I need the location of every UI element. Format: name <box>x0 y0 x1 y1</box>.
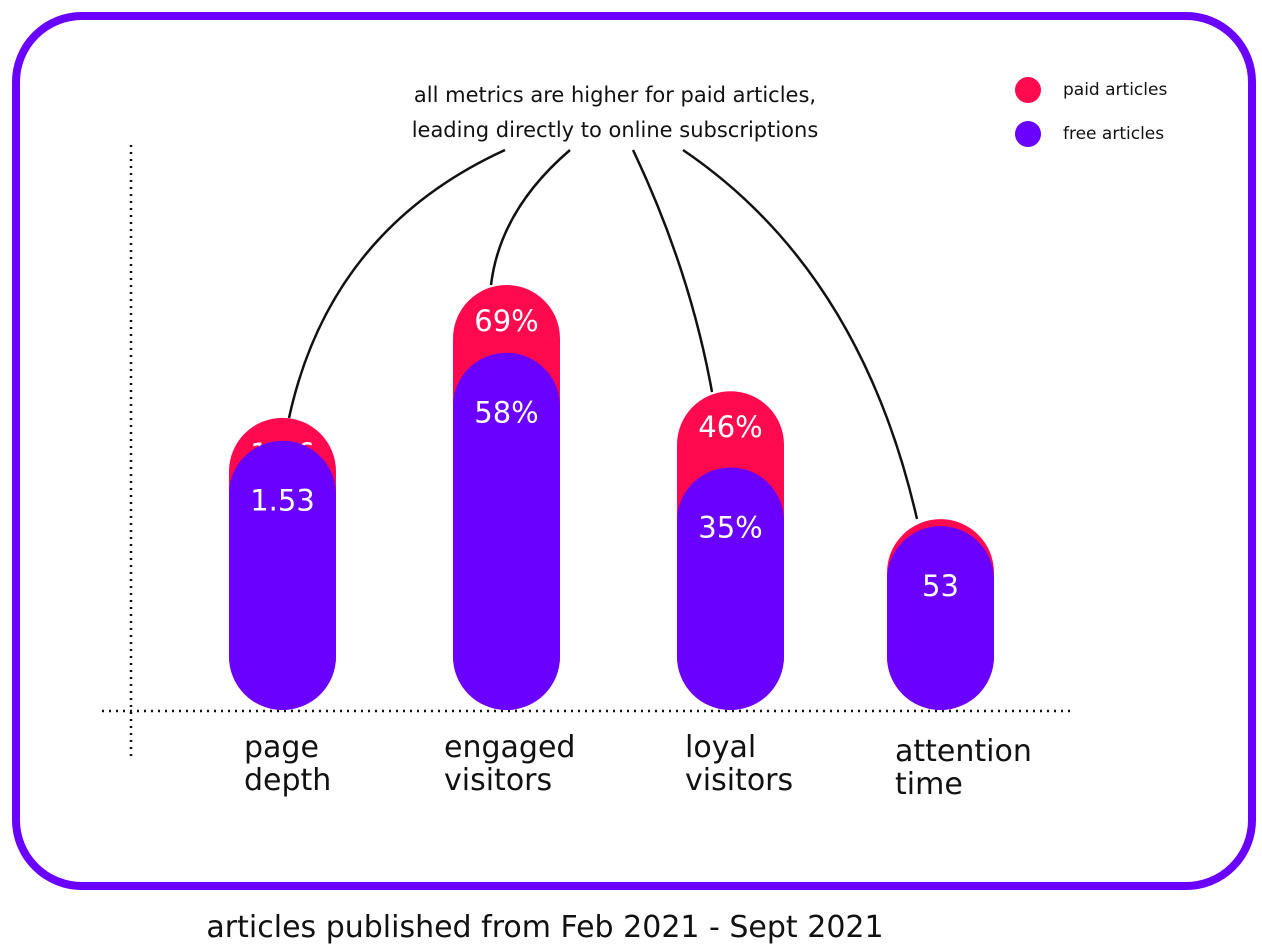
annotation-line: leading directly to online subscriptions <box>411 118 819 142</box>
annotation-connector <box>682 148 919 520</box>
chart-frame <box>12 12 1256 890</box>
bar-free <box>677 467 784 710</box>
legend-swatch-free <box>1015 121 1041 147</box>
x-tick-label: loyal visitors <box>685 730 794 798</box>
legend-item-free: free articles <box>1015 112 1167 156</box>
annotation-line: all metrics are higher for paid articles… <box>413 83 817 107</box>
legend: paid articles free articles <box>1015 68 1167 156</box>
legend-item-paid: paid articles <box>1015 68 1167 112</box>
data-label: 1.53 <box>250 484 315 518</box>
annotation-connector <box>631 149 714 393</box>
bar-free <box>453 352 560 710</box>
bar-free <box>229 440 336 710</box>
legend-label: paid articles <box>1063 80 1168 100</box>
bar-free <box>887 526 994 710</box>
annotation: all metrics are higher for paid articles… <box>360 78 870 148</box>
x-tick-label: page depth <box>244 730 332 798</box>
data-label: 69% <box>474 304 538 338</box>
data-label: 46% <box>698 410 762 444</box>
chart-footer: articles published from Feb 2021 - Sept … <box>206 910 884 945</box>
legend-swatch-paid <box>1015 77 1041 103</box>
data-label: 58% <box>474 396 538 430</box>
data-label: 53 <box>922 569 959 603</box>
annotation-connector <box>287 148 506 419</box>
legend-label: free articles <box>1063 124 1165 144</box>
data-label: 35% <box>698 510 762 544</box>
annotation-connector <box>489 149 571 286</box>
x-tick-label: engaged visitors <box>444 730 576 798</box>
x-tick-label: attention time <box>895 734 1032 802</box>
